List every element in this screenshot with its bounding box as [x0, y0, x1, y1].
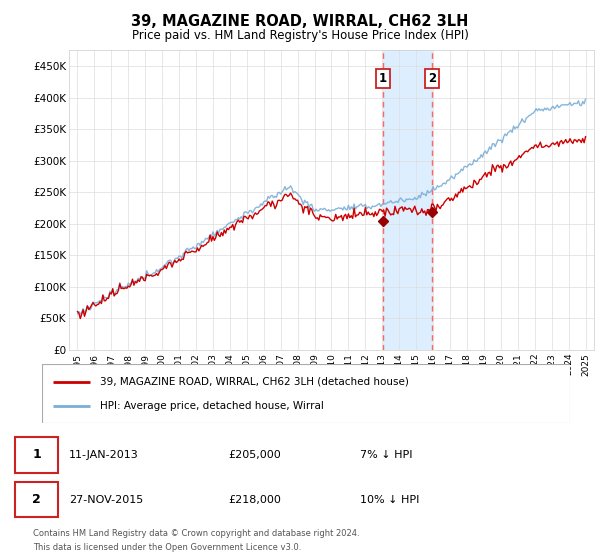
Text: 2: 2: [428, 72, 436, 85]
Bar: [383, 50, 432, 350]
Text: 10% ↓ HPI: 10% ↓ HPI: [360, 494, 419, 505]
Text: 1: 1: [32, 449, 41, 461]
Text: Price paid vs. HM Land Registry's House Price Index (HPI): Price paid vs. HM Land Registry's House …: [131, 29, 469, 42]
Text: 11-JAN-2013: 11-JAN-2013: [69, 450, 139, 460]
Text: 39, MAGAZINE ROAD, WIRRAL, CH62 3LH: 39, MAGAZINE ROAD, WIRRAL, CH62 3LH: [131, 14, 469, 29]
Text: £205,000: £205,000: [228, 450, 281, 460]
Text: 2: 2: [32, 493, 41, 506]
Text: 7% ↓ HPI: 7% ↓ HPI: [360, 450, 413, 460]
Text: HPI: Average price, detached house, Wirral: HPI: Average price, detached house, Wirr…: [100, 402, 324, 412]
Text: This data is licensed under the Open Government Licence v3.0.: This data is licensed under the Open Gov…: [33, 543, 301, 552]
Text: 1: 1: [379, 72, 387, 85]
FancyBboxPatch shape: [15, 482, 58, 517]
Text: £218,000: £218,000: [228, 494, 281, 505]
Text: 39, MAGAZINE ROAD, WIRRAL, CH62 3LH (detached house): 39, MAGAZINE ROAD, WIRRAL, CH62 3LH (det…: [100, 377, 409, 386]
FancyBboxPatch shape: [15, 437, 58, 473]
Text: 27-NOV-2015: 27-NOV-2015: [69, 494, 143, 505]
Text: Contains HM Land Registry data © Crown copyright and database right 2024.: Contains HM Land Registry data © Crown c…: [33, 529, 359, 538]
